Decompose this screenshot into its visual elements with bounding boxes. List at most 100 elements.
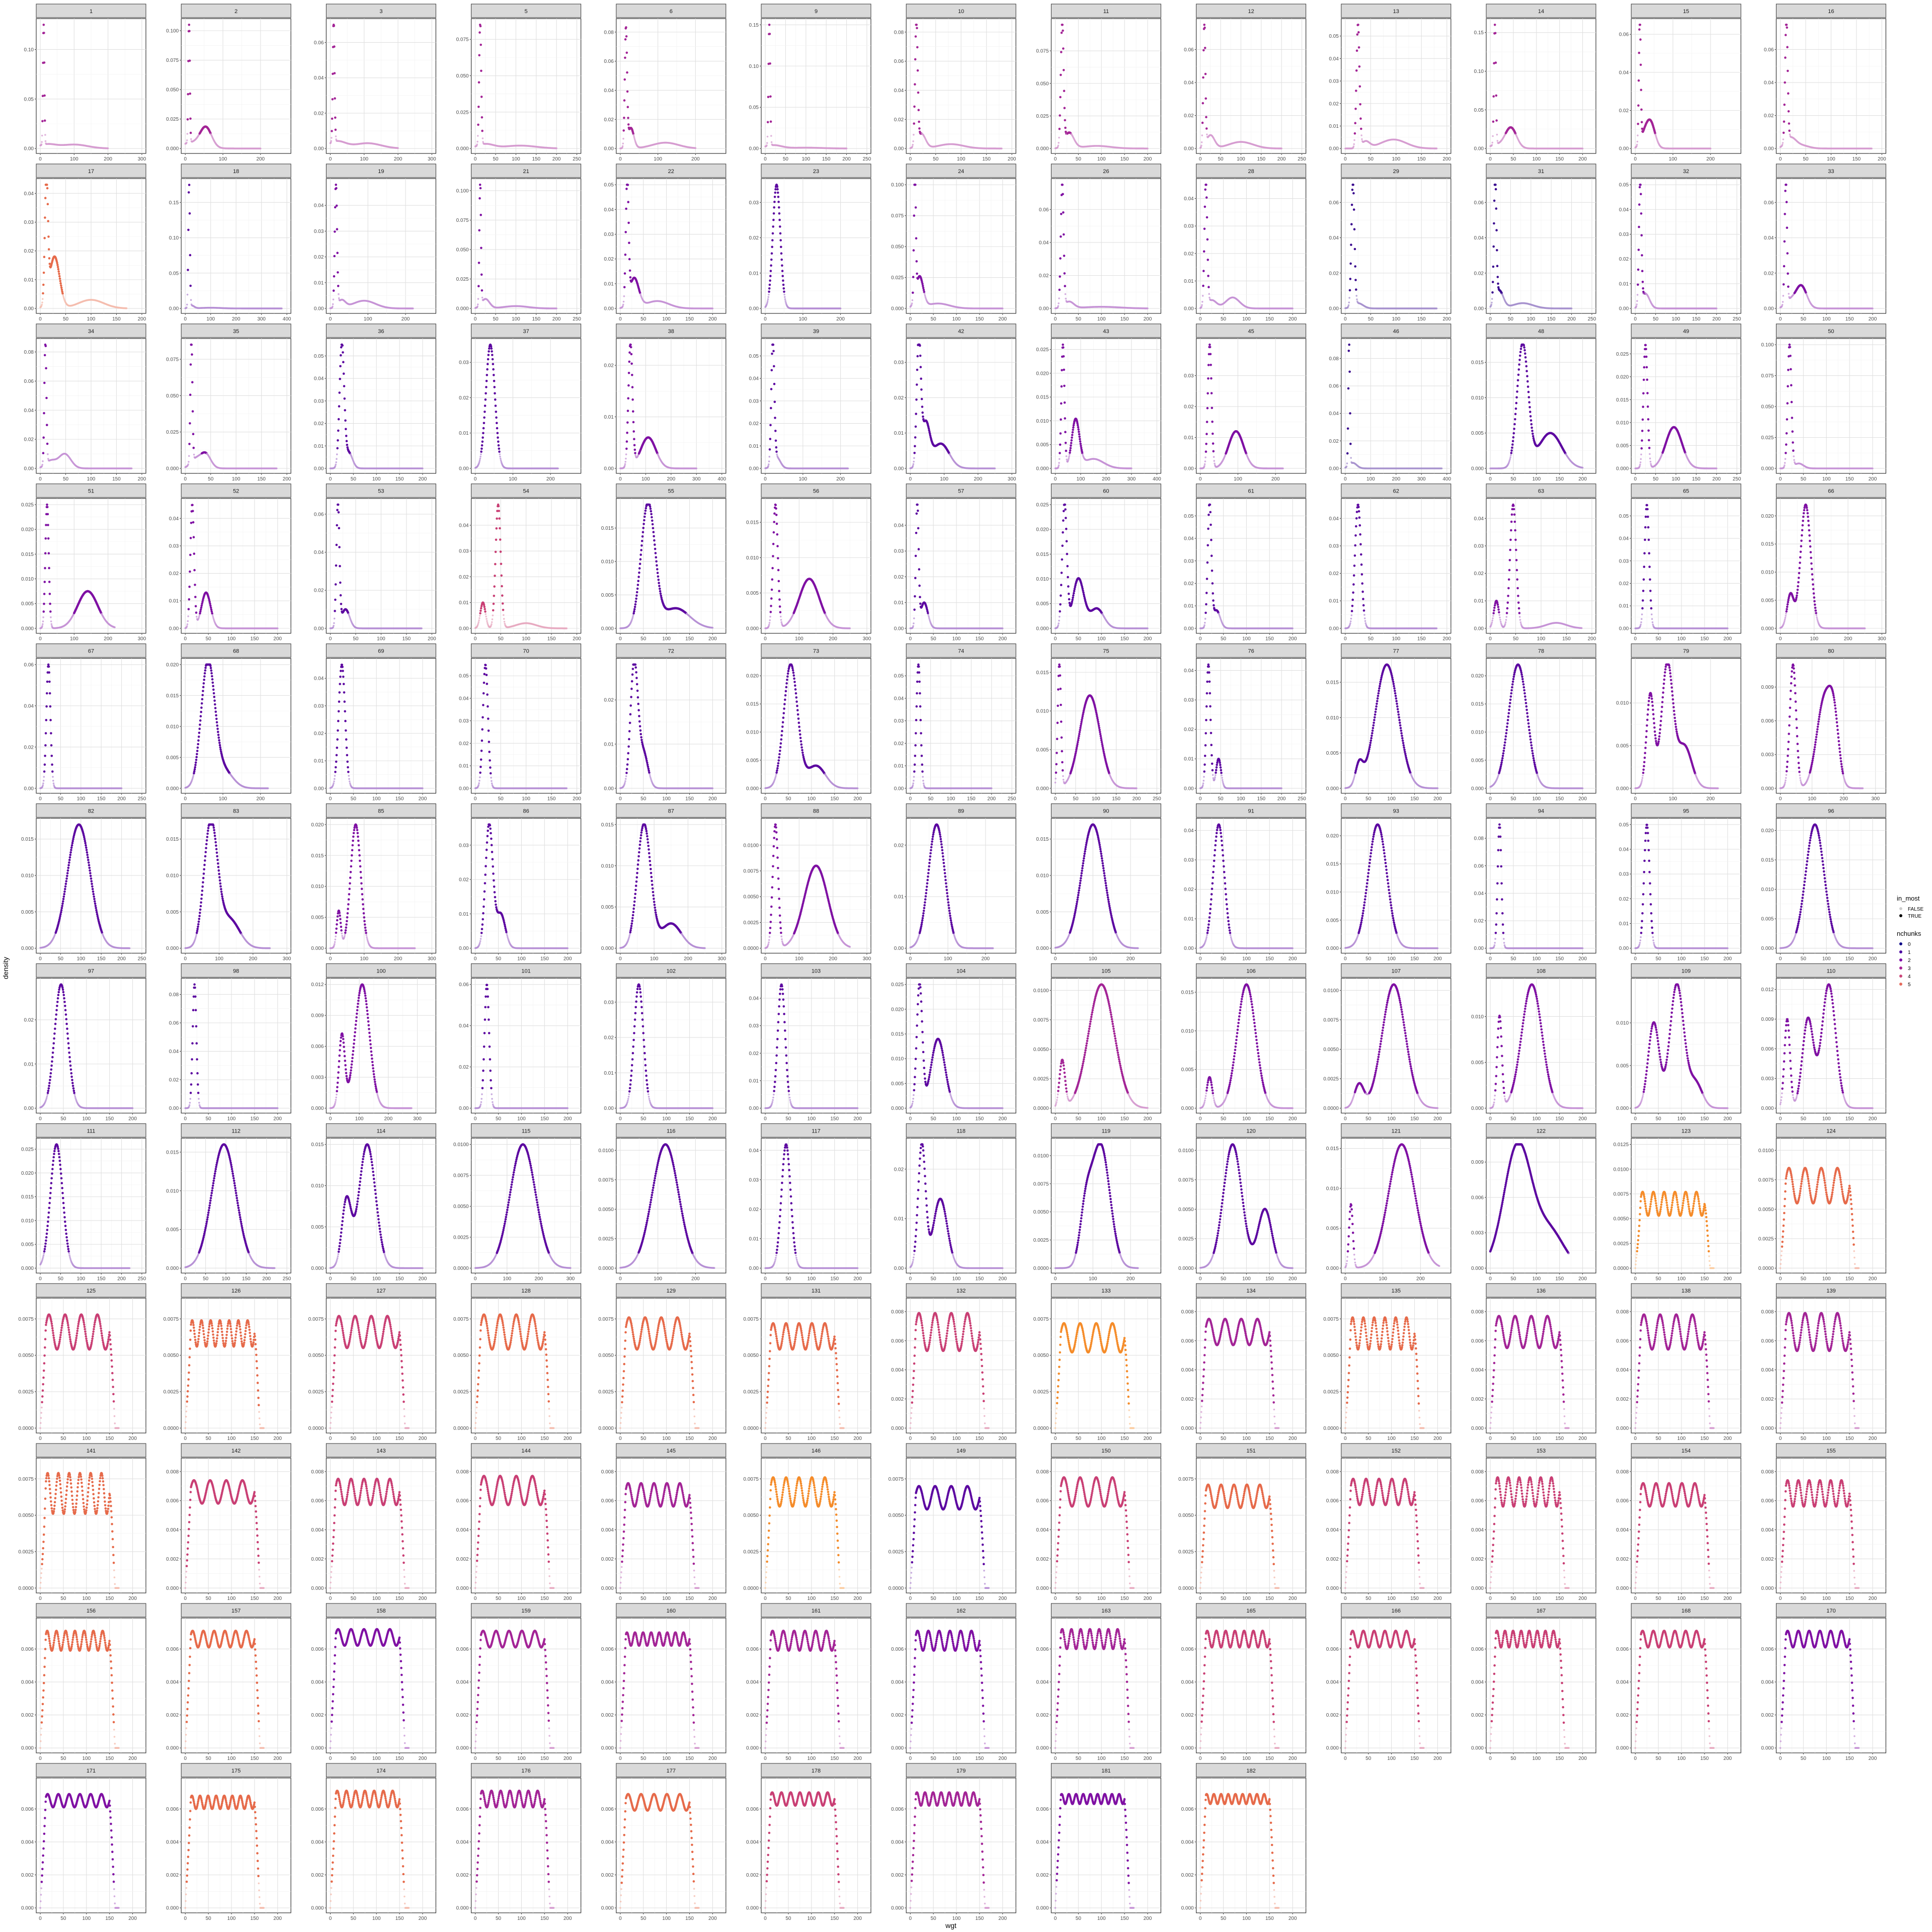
- density-point: [478, 197, 481, 200]
- density-point: [188, 184, 191, 186]
- x-tick-label: 50: [640, 316, 647, 322]
- x-tick-label: 50: [493, 316, 499, 322]
- x-tick-label: 0: [619, 316, 622, 322]
- x-tick-label: 0: [39, 316, 42, 322]
- y-tick-label: 0.000: [1036, 146, 1049, 152]
- x-tick-label: 250: [863, 156, 871, 162]
- density-point: [1058, 145, 1060, 147]
- x-tick-label: 200: [691, 156, 700, 162]
- y-tick-label: 0.03: [604, 232, 614, 237]
- y-tick-label: 0.15: [749, 23, 759, 28]
- x-tick-label: 100: [1097, 156, 1106, 162]
- y-tick-label: 0.050: [166, 88, 179, 93]
- density-point: [1358, 46, 1360, 49]
- x-tick-label: 0: [909, 156, 912, 162]
- facet-strip-label: 12: [1248, 9, 1254, 15]
- density-point: [627, 184, 629, 186]
- y-tick-label: 0.02: [604, 257, 614, 262]
- facet-panel-17: 170 50 100 150 2000.000.010.020.030.04: [24, 164, 146, 322]
- density-point: [41, 120, 44, 123]
- density-point: [769, 96, 772, 98]
- density-point: [1202, 102, 1204, 105]
- density-point: [767, 136, 769, 138]
- x-tick-label: 150: [1417, 156, 1426, 162]
- facet-strip-label: 22: [668, 169, 674, 175]
- density-point: [481, 289, 484, 292]
- facet-strip-label: 1: [90, 9, 93, 15]
- x-tick-label: 0: [1634, 156, 1637, 162]
- density-point: [190, 299, 192, 301]
- density-point: [1494, 24, 1496, 26]
- density-point: [44, 216, 46, 219]
- density-point: [622, 143, 624, 145]
- facet-strip-label: 13: [1393, 9, 1399, 15]
- density-point: [1636, 144, 1638, 146]
- density-point: [914, 83, 916, 86]
- y-tick-label: 0.075: [1036, 49, 1049, 54]
- facet-panel-10: 100 50 100 150 2000.000.020.040.060.08: [894, 4, 1016, 162]
- y-tick-label: 0.025: [456, 110, 469, 115]
- density-point: [1788, 122, 1791, 125]
- x-tick-label: 100: [87, 316, 96, 322]
- density-point: [41, 135, 43, 137]
- density-point: [1205, 116, 1208, 118]
- density-point: [1788, 110, 1790, 113]
- x-tick-label: 150: [112, 316, 121, 322]
- density-point: [1060, 74, 1062, 76]
- density-point: [1059, 128, 1061, 130]
- density-point: [42, 292, 44, 295]
- x-tick-label: 150: [532, 156, 540, 162]
- x-tick-label: 150: [685, 316, 694, 322]
- density-point: [1360, 128, 1362, 130]
- density-point: [333, 255, 336, 258]
- density-point: [629, 270, 631, 272]
- x-tick-label: 250: [1298, 156, 1306, 162]
- x-tick-label: 200: [1878, 156, 1886, 162]
- y-tick-label: 0.08: [894, 30, 904, 35]
- density-point: [626, 52, 628, 54]
- density-point: [1582, 147, 1584, 149]
- density-point: [1201, 134, 1203, 136]
- density-point: [623, 78, 626, 81]
- density-point: [1353, 145, 1355, 147]
- y-tick-label: 0.025: [1036, 114, 1049, 119]
- density-point: [43, 95, 46, 97]
- x-tick-label: 0: [1054, 156, 1057, 162]
- density-point: [1637, 141, 1639, 143]
- x-tick-label: 200: [1144, 156, 1152, 162]
- density-point: [190, 132, 192, 134]
- density-point: [477, 124, 479, 126]
- density-point: [1641, 121, 1643, 124]
- density-point: [627, 117, 629, 119]
- x-tick-label: 50: [933, 156, 939, 162]
- density-point: [1497, 140, 1499, 142]
- density-point: [1062, 30, 1064, 32]
- y-tick-label: 0.00: [1184, 146, 1194, 152]
- density-point: [338, 293, 340, 295]
- density-point: [260, 147, 262, 149]
- density-point: [1355, 90, 1357, 92]
- y-tick-label: 0.100: [456, 188, 469, 194]
- x-tick-label: 200: [552, 316, 561, 322]
- density-point: [481, 130, 484, 132]
- density-point: [60, 284, 62, 287]
- density-point: [1354, 108, 1357, 110]
- density-point: [622, 145, 624, 147]
- x-tick-label: 100: [206, 316, 215, 322]
- density-point: [625, 208, 627, 210]
- y-tick-label: 0.00: [314, 306, 324, 312]
- density-point: [479, 25, 482, 28]
- density-point: [189, 254, 192, 257]
- density-point: [43, 256, 46, 258]
- density-point: [43, 237, 46, 239]
- density-point: [1203, 24, 1205, 26]
- facet-strip-label: 9: [815, 9, 818, 15]
- y-tick-label: 0.10: [1474, 69, 1484, 74]
- density-point: [1640, 64, 1642, 66]
- density-point: [1353, 143, 1355, 145]
- x-tick-label: 150: [1257, 156, 1265, 162]
- y-tick-label: 0.000: [166, 146, 179, 152]
- density-point: [1789, 133, 1791, 135]
- y-tick-label: 0.06: [314, 40, 324, 46]
- density-point: [476, 141, 478, 143]
